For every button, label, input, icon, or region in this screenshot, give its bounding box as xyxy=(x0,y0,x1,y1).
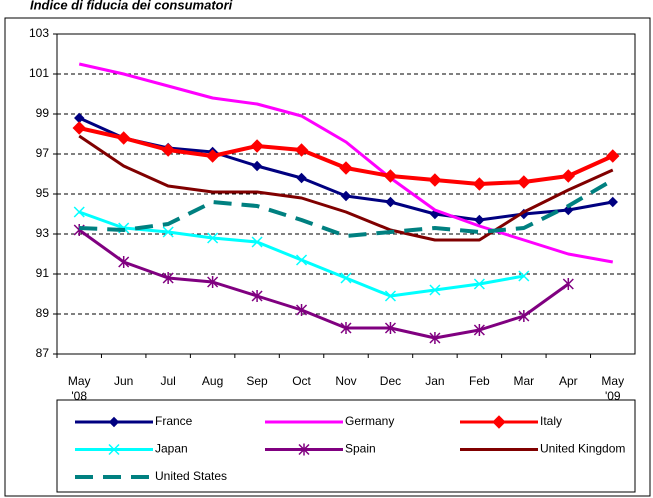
marker xyxy=(108,416,120,428)
marker xyxy=(517,175,531,189)
marker xyxy=(161,143,175,157)
marker xyxy=(562,278,574,290)
marker xyxy=(473,278,485,290)
marker xyxy=(250,139,264,153)
legend-label: United Kingdom xyxy=(540,442,625,456)
marker xyxy=(72,121,86,135)
marker xyxy=(73,206,85,218)
y-tick-label: 93 xyxy=(36,226,50,240)
marker xyxy=(429,332,441,344)
marker xyxy=(340,272,352,284)
marker xyxy=(518,270,530,282)
legend-label: Japan xyxy=(155,442,188,456)
marker xyxy=(205,149,220,163)
marker xyxy=(296,172,307,184)
marker xyxy=(108,443,120,456)
x-tick-label: Dec xyxy=(379,374,402,388)
marker xyxy=(298,443,310,456)
chart-title: Indice di fiducia dei consumatori xyxy=(30,0,233,12)
marker xyxy=(473,324,485,336)
series-line xyxy=(78,62,614,264)
marker xyxy=(118,256,130,268)
x-tick-label: Jan xyxy=(425,374,445,388)
y-tick-label: 97 xyxy=(36,146,50,160)
chart-border xyxy=(4,17,651,497)
marker xyxy=(340,190,352,202)
marker xyxy=(384,322,396,334)
x-tick-label: Aug xyxy=(201,374,224,388)
marker xyxy=(294,143,309,157)
x-tick-label: Oct xyxy=(292,374,311,388)
marker xyxy=(492,415,506,429)
legend-label: United States xyxy=(155,469,227,483)
series-line xyxy=(78,228,570,340)
marker xyxy=(251,236,263,248)
legend-label: Italy xyxy=(540,414,562,428)
marker xyxy=(563,204,574,216)
marker xyxy=(340,322,352,334)
x-tick-label: Jul xyxy=(160,374,176,388)
y-tick-label: 103 xyxy=(29,26,49,40)
x-tick-label: Mar xyxy=(513,374,535,388)
marker xyxy=(296,254,308,266)
y-tick-label: 87 xyxy=(36,346,50,360)
marker xyxy=(162,272,174,284)
marker xyxy=(384,290,396,302)
series-line xyxy=(78,134,614,242)
x-tick-label: Jun xyxy=(114,374,134,388)
series-line xyxy=(79,178,614,238)
marker xyxy=(251,290,263,302)
x-tick-label: Apr xyxy=(558,374,578,388)
marker xyxy=(607,196,618,208)
x-tick-label: Nov xyxy=(335,374,357,388)
marker xyxy=(429,284,441,296)
marker xyxy=(207,232,219,244)
x-tick-label: Feb xyxy=(469,374,490,388)
y-tick-label: 101 xyxy=(29,66,49,80)
y-tick-label: 89 xyxy=(36,306,50,320)
marker xyxy=(296,304,308,316)
marker xyxy=(383,169,398,183)
marker xyxy=(606,149,620,163)
x-tick-label: May '08 xyxy=(67,374,91,403)
marker xyxy=(518,310,530,322)
y-tick-label: 95 xyxy=(36,186,50,200)
marker xyxy=(339,161,353,175)
legend-box xyxy=(56,399,636,493)
marker xyxy=(472,177,487,191)
marker xyxy=(561,169,576,183)
marker xyxy=(428,173,442,187)
marker xyxy=(251,160,263,172)
y-tick-label: 91 xyxy=(36,266,50,280)
x-tick-label: Sep xyxy=(246,374,268,388)
marker xyxy=(385,196,396,208)
x-tick-label: May '09 xyxy=(601,374,625,403)
marker xyxy=(162,226,174,238)
marker xyxy=(207,276,219,288)
legend-label: Germany xyxy=(345,414,394,428)
y-tick-label: 99 xyxy=(36,106,50,120)
legend-label: Spain xyxy=(345,442,376,456)
marker xyxy=(116,131,131,145)
legend-label: France xyxy=(155,414,193,428)
